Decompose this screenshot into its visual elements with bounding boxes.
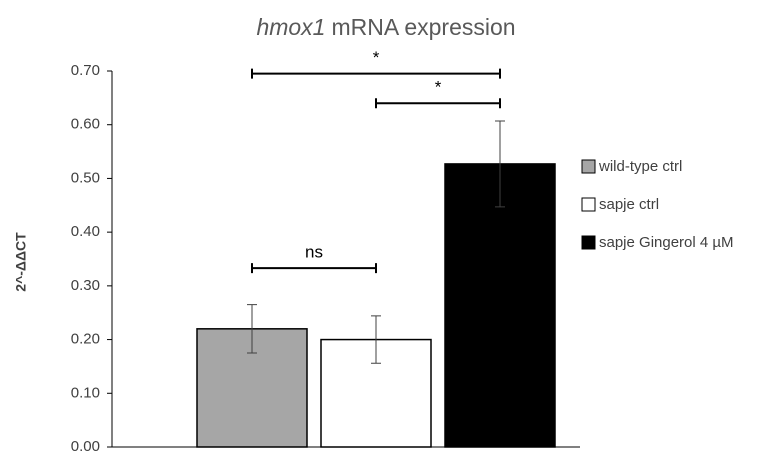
significance-label: * (373, 48, 380, 67)
significance-label: ns (305, 243, 323, 262)
error-bar (371, 315, 381, 364)
significance-label: * (435, 78, 442, 97)
significance-bracket (375, 98, 501, 109)
legend-swatch (581, 235, 596, 250)
y-tick-label: 0.50 (71, 169, 100, 186)
y-tick-label: 0.70 (71, 62, 100, 79)
title-rest: mRNA expression (331, 14, 515, 40)
title-gene: hmox1 (256, 14, 325, 40)
y-tick-label: 0.00 (71, 438, 100, 455)
legend-label: sapje ctrl (599, 196, 659, 213)
bar (444, 163, 556, 448)
legend-swatch (581, 159, 596, 174)
error-bar (247, 304, 257, 354)
error-bar (495, 120, 505, 208)
significance-bracket (251, 263, 377, 274)
y-tick-label: 0.20 (71, 331, 100, 348)
legend-label: wild-type ctrl (598, 158, 682, 175)
y-tick-label: 0.60 (71, 116, 100, 133)
chart-title: hmox1 mRNA expression (256, 14, 515, 40)
y-tick-label: 0.10 (71, 384, 100, 401)
legend-swatch (581, 197, 596, 212)
y-tick-label: 0.40 (71, 223, 100, 240)
y-axis-label: 2^-ΔΔCT (13, 232, 29, 292)
legend-label: sapje Gingerol 4 µM (599, 234, 734, 251)
y-tick-label: 0.30 (71, 277, 100, 294)
significance-bracket (251, 68, 501, 79)
